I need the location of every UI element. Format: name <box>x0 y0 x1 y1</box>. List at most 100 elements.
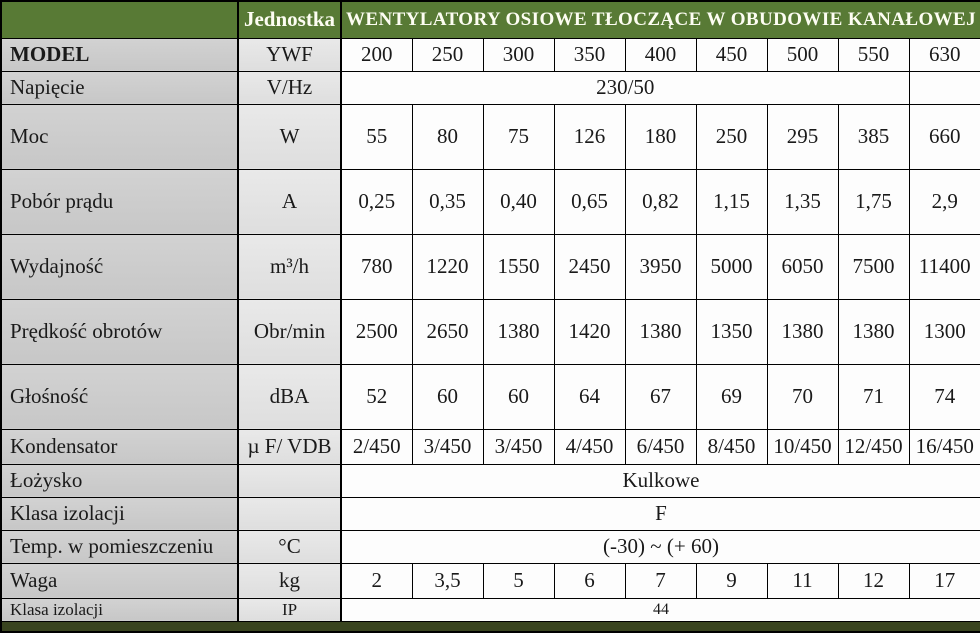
bottom-bar-cell <box>1 621 980 632</box>
table-row: Wydajność m³/h 780 1220 1550 2450 3950 5000 6050… <box>0 233 980 300</box>
table-row: Waga kg 2 3,5 5 6 7 9 11 12 17 <box>0 562 980 599</box>
table-row: Łożysko Kulkowe <box>0 463 980 498</box>
value-cell: 7 <box>624 562 697 599</box>
value-cell: 200 <box>340 37 413 72</box>
value-cell: 60 <box>411 363 484 430</box>
merged-value-cell: 230/50 <box>340 70 910 105</box>
row-unit: m³/h <box>237 233 342 300</box>
table-row: Prędkość obrotów Obr/min 2500 2650 1380 1420 1… <box>0 298 980 365</box>
merged-value-cell: 44 <box>340 597 980 622</box>
value-cell: 1420 <box>553 298 626 365</box>
value-cell: 71 <box>837 363 910 430</box>
value-cell: 1350 <box>695 298 768 365</box>
value-cell: 11400 <box>908 233 980 300</box>
value-cell: 550 <box>837 37 910 72</box>
value-cell: 1380 <box>837 298 910 365</box>
row-unit: °C <box>237 529 342 564</box>
merged-value-cell: F <box>340 496 980 531</box>
value-cell: 80 <box>411 103 484 170</box>
value-cell: 250 <box>695 103 768 170</box>
row-label: Temp. w pomieszczeniu <box>0 529 239 564</box>
value-cell: 11 <box>766 562 839 599</box>
value-cell: 660 <box>908 103 980 170</box>
value-cell: 780 <box>340 233 413 300</box>
header-corner-cell <box>0 0 239 39</box>
value-cell: 52 <box>340 363 413 430</box>
value-cell: 1550 <box>482 233 555 300</box>
row-label: Kondensator <box>0 428 239 465</box>
value-cell: 6/450 <box>624 428 697 465</box>
value-cell: 385 <box>837 103 910 170</box>
value-cell: 9 <box>695 562 768 599</box>
value-cell: 3/450 <box>482 428 555 465</box>
value-cell: 0,25 <box>340 168 413 235</box>
table-title: WENTYLATORY OSIOWE TŁOCZĄCE W OBUDOWIE K… <box>340 0 980 39</box>
value-cell: 2 <box>340 562 413 599</box>
row-label: Waga <box>0 562 239 599</box>
value-cell: 1380 <box>766 298 839 365</box>
value-cell: 70 <box>766 363 839 430</box>
value-cell: 4/450 <box>553 428 626 465</box>
value-cell: 67 <box>624 363 697 430</box>
table-row: MODEL YWF 200 250 300 350 400 450 500 550 630 <box>0 37 980 72</box>
value-cell: 0,35 <box>411 168 484 235</box>
value-cell: 1380 <box>624 298 697 365</box>
value-cell: 295 <box>766 103 839 170</box>
value-cell: 75 <box>482 103 555 170</box>
table-row: Głośność dBA 52 60 60 64 67 69 70 71 74 <box>0 363 980 430</box>
value-cell: 12 <box>837 562 910 599</box>
row-unit: W <box>237 103 342 170</box>
row-label: Moc <box>0 103 239 170</box>
value-cell: 3950 <box>624 233 697 300</box>
row-unit: Obr/min <box>237 298 342 365</box>
row-label: Głośność <box>0 363 239 430</box>
value-cell: 400 <box>624 37 697 72</box>
table-row: Klasa izolacji F <box>0 496 980 531</box>
row-unit <box>237 496 342 531</box>
value-cell: 60 <box>482 363 555 430</box>
value-cell: 450 <box>695 37 768 72</box>
table-row: Moc W 55 80 75 126 180 250 295 385 660 <box>0 103 980 170</box>
row-label: Klasa izolacji <box>0 597 239 622</box>
value-cell: 1,35 <box>766 168 839 235</box>
value-cell: 6050 <box>766 233 839 300</box>
row-label: Napięcie <box>0 70 239 105</box>
table-row: Klasa izolacji IP 44 <box>0 597 980 622</box>
table-header-row: Jednostka WENTYLATORY OSIOWE TŁOCZĄCE W … <box>0 0 980 39</box>
value-cell: 55 <box>340 103 413 170</box>
value-cell: 74 <box>908 363 980 430</box>
row-unit <box>237 463 342 498</box>
value-cell: 126 <box>553 103 626 170</box>
value-cell: 2,9 <box>908 168 980 235</box>
value-cell: 300 <box>482 37 555 72</box>
value-cell: 350 <box>553 37 626 72</box>
table-body: MODEL YWF 200 250 300 350 400 450 500 550 630 Napię… <box>0 37 980 622</box>
value-cell: 64 <box>553 363 626 430</box>
value-cell: 0,40 <box>482 168 555 235</box>
value-cell: 180 <box>624 103 697 170</box>
table-row: Temp. w pomieszczeniu °C (-30) ~ (+ 60) <box>0 529 980 564</box>
value-cell: 1,75 <box>837 168 910 235</box>
row-unit: IP <box>237 597 342 622</box>
table-row: Kondensator µ F/ VDB 2/450 3/450 3/450 4/450 6… <box>0 428 980 465</box>
value-cell: 6 <box>553 562 626 599</box>
row-unit: dBA <box>237 363 342 430</box>
table-row: Pobór prądu A 0,25 0,35 0,40 0,65 0,82 1,15 1,35… <box>0 168 980 235</box>
value-cell: 12/450 <box>837 428 910 465</box>
header-unit-column: Jednostka <box>237 0 342 39</box>
value-cell: 500 <box>766 37 839 72</box>
row-label: Wydajność <box>0 233 239 300</box>
row-label: Prędkość obrotów <box>0 298 239 365</box>
value-cell: 5 <box>482 562 555 599</box>
value-cell: 630 <box>908 37 980 72</box>
row-unit: A <box>237 168 342 235</box>
value-cell: 1380 <box>482 298 555 365</box>
value-cell: 0,65 <box>553 168 626 235</box>
row-unit: kg <box>237 562 342 599</box>
value-cell: 2450 <box>553 233 626 300</box>
value-cell: 2/450 <box>340 428 413 465</box>
value-cell: 8/450 <box>695 428 768 465</box>
merged-value-cell: Kulkowe <box>340 463 980 498</box>
value-cell: 3,5 <box>411 562 484 599</box>
